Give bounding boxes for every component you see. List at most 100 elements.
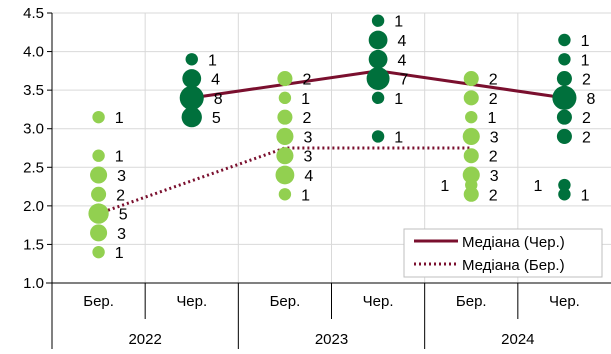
bubble-count-label: 1	[115, 149, 124, 166]
bubble-june	[556, 71, 572, 87]
legend-box	[403, 228, 603, 278]
bubble-march	[277, 109, 293, 125]
bubble-count-label: 2	[582, 110, 591, 127]
bubble-count-label: 1	[487, 110, 496, 127]
bubble-march	[278, 91, 292, 105]
y-tick-label: 4.0	[23, 44, 44, 61]
bubble-count-label: 1	[301, 91, 310, 108]
bubble-june	[558, 188, 571, 201]
y-tick-label: 3.5	[23, 82, 44, 99]
bubble-march	[275, 165, 295, 185]
bubble-count-label: 4	[397, 52, 406, 69]
bubble-count-label: 2	[489, 72, 498, 89]
axes	[46, 12, 611, 349]
x-category-label: Чер.	[176, 293, 207, 310]
bubble-june	[179, 85, 204, 110]
bubble-count-label: 4	[304, 168, 313, 185]
bubble-march	[92, 245, 105, 259]
grid	[52, 12, 611, 283]
bubble-march	[276, 147, 294, 165]
x-category-label: Бер.	[456, 293, 487, 310]
bubble-june	[185, 53, 198, 66]
median-march-line	[98, 146, 472, 215]
y-tick-label: 2.0	[23, 198, 44, 215]
bubble-count-label: 1	[581, 33, 590, 50]
x-category-label: Бер.	[83, 293, 114, 310]
bubble-march	[465, 178, 478, 192]
y-tick-label: 4.5	[23, 5, 44, 22]
bubble-count-label: 3	[117, 226, 126, 243]
x-year-label: 2024	[501, 331, 534, 348]
bubble-count-label: 8	[586, 91, 595, 108]
bubble-count-label: 4	[211, 72, 220, 89]
bubble-count-label: 2	[116, 187, 125, 204]
bubble-march	[278, 188, 292, 201]
x-year-label: 2022	[128, 331, 161, 348]
bubble-june	[558, 178, 571, 192]
bubble-count-label: 1	[581, 52, 590, 69]
bubble-march	[88, 203, 109, 224]
bubble-march	[462, 166, 480, 184]
bubble-june	[371, 130, 385, 143]
bubble-count-label: 5	[119, 207, 128, 224]
bubble-march	[90, 224, 108, 242]
bubble-count-label: 3	[490, 168, 499, 185]
bubble-march	[463, 71, 479, 87]
bubble-count-label: 2	[489, 91, 498, 108]
bubbles: 1 1 3 2 5 3 1 1 4 8 5 2 1 2 3 3 4 1 1 4 4 7 1 1 2 2 1 3 2 3 2 1 1 1 2 8 2 2 1 1	[88, 14, 595, 262]
bubble-march	[277, 71, 293, 87]
bubble-count-label: 1	[394, 129, 403, 146]
y-tick-label: 2.5	[23, 159, 44, 176]
bubble-march	[92, 110, 105, 124]
bubble-count-label: 1	[115, 245, 124, 262]
bubble-count-label: 8	[214, 91, 223, 108]
bubble-count-label: 3	[303, 129, 312, 146]
bubble-june	[558, 33, 571, 47]
bubble-count-label: 7	[400, 72, 409, 89]
bubble-count-label: 5	[212, 110, 221, 127]
bubble-june	[366, 67, 390, 91]
y-tick-label: 1.0	[23, 275, 44, 292]
y-tick-label: 3.0	[23, 121, 44, 138]
x-category-label: Чер.	[549, 293, 580, 310]
bubble-count-label: 1	[301, 187, 310, 204]
x-axis-labels: Бер. Чер. Бер. Чер. Бер. Чер. 2022 2023 2024	[83, 293, 580, 348]
bubble-march	[465, 110, 478, 124]
bubble-march	[90, 166, 108, 184]
bubble-count-label: 3	[117, 168, 126, 185]
y-tick-labels: 1.0 1.5 2.0 2.5 3.0 3.5 4.0 4.5	[23, 5, 44, 292]
bubble-march	[463, 90, 479, 106]
bubble-june	[556, 109, 572, 125]
bubble-june	[371, 91, 385, 105]
bubble-june	[556, 128, 572, 144]
y-tick-label: 1.5	[23, 236, 44, 253]
bubble-march	[463, 186, 479, 202]
bubble-june	[368, 49, 388, 69]
x-category-label: Бер.	[270, 293, 301, 310]
bubble-count-label: 1	[115, 110, 124, 127]
bubble-count-label: 1	[440, 178, 449, 195]
bubble-count-label: 3	[303, 149, 312, 166]
bubble-count-label: 1	[394, 91, 403, 108]
bubble-count-label: 2	[582, 129, 591, 146]
bubble-count-label: 4	[397, 33, 406, 50]
bubble-count-label: 1	[534, 178, 543, 195]
bubble-count-label: 2	[302, 110, 311, 127]
bubble-march	[463, 148, 479, 164]
x-category-label: Чер.	[363, 293, 394, 310]
legend-label-median-march: Медіана (Бер.)	[462, 257, 565, 274]
bubble-june	[552, 85, 577, 110]
bubble-june	[181, 106, 202, 128]
bubble-count-label: 2	[489, 187, 498, 204]
x-year-label: 2023	[315, 331, 348, 348]
bubble-june	[182, 69, 202, 88]
bubble-march	[276, 127, 294, 145]
legend: Медіана (Чер.) Медіана (Бер.)	[403, 228, 603, 278]
bubble-march	[91, 186, 107, 202]
bubble-june	[368, 30, 388, 50]
bubble-count-label: 2	[582, 72, 591, 89]
bubble-june	[558, 53, 571, 66]
bubble-count-label: 2	[489, 149, 498, 166]
bubble-count-label: 2	[302, 72, 311, 89]
